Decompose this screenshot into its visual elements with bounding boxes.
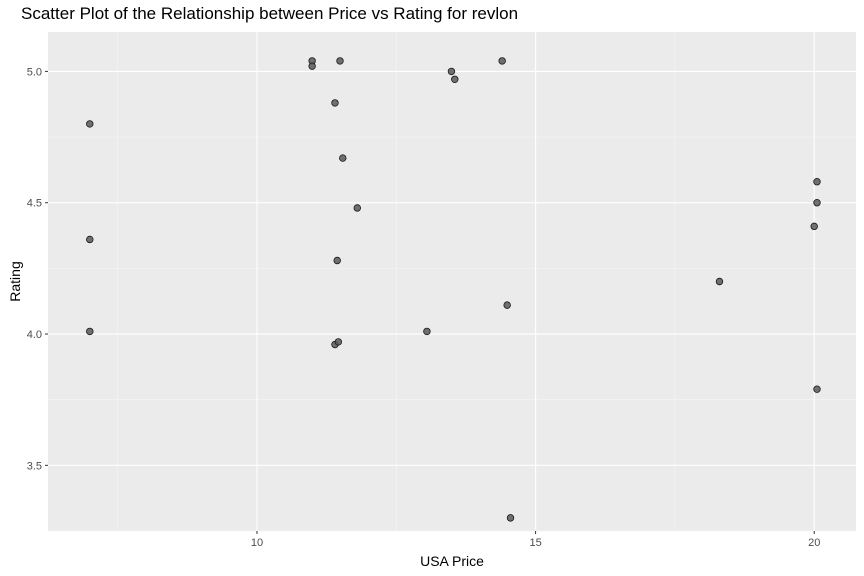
data-point [353, 204, 361, 212]
data-point [86, 120, 94, 128]
data-point [813, 177, 821, 186]
y-tick-label: 4.0 [27, 329, 42, 341]
data-point [334, 338, 343, 346]
chart-title: Scatter Plot of the Relationship between… [21, 4, 519, 23]
plot-panel [48, 32, 856, 531]
minor-gridlines [48, 32, 856, 532]
data-point [333, 256, 341, 265]
x-tick-label: 10 [251, 537, 263, 549]
data-points [86, 57, 821, 522]
data-point [86, 327, 94, 336]
y-axis: 3.5 4.0 4.5 5.0 [27, 66, 48, 472]
data-point [423, 327, 431, 336]
y-axis-title: Rating [7, 261, 23, 301]
data-point [331, 99, 339, 107]
data-point [336, 57, 344, 65]
x-axis-title: USA Price [420, 553, 484, 569]
data-point [813, 199, 821, 207]
data-point [308, 62, 316, 70]
data-point [86, 235, 94, 244]
data-point [498, 57, 506, 65]
y-tick-label: 4.5 [27, 198, 42, 210]
data-point [810, 222, 818, 231]
major-gridlines [48, 32, 856, 531]
data-point [813, 385, 821, 393]
y-tick-label: 5.0 [27, 66, 42, 78]
x-tick-label: 15 [529, 537, 541, 549]
x-axis: 10 15 20 [251, 531, 820, 549]
y-tick-label: 3.5 [27, 460, 42, 472]
data-point [339, 154, 347, 162]
data-point [506, 514, 515, 522]
x-tick-label: 20 [808, 537, 820, 549]
data-point [715, 277, 724, 286]
data-point [447, 67, 456, 76]
data-point [451, 75, 459, 83]
data-point [503, 301, 511, 309]
